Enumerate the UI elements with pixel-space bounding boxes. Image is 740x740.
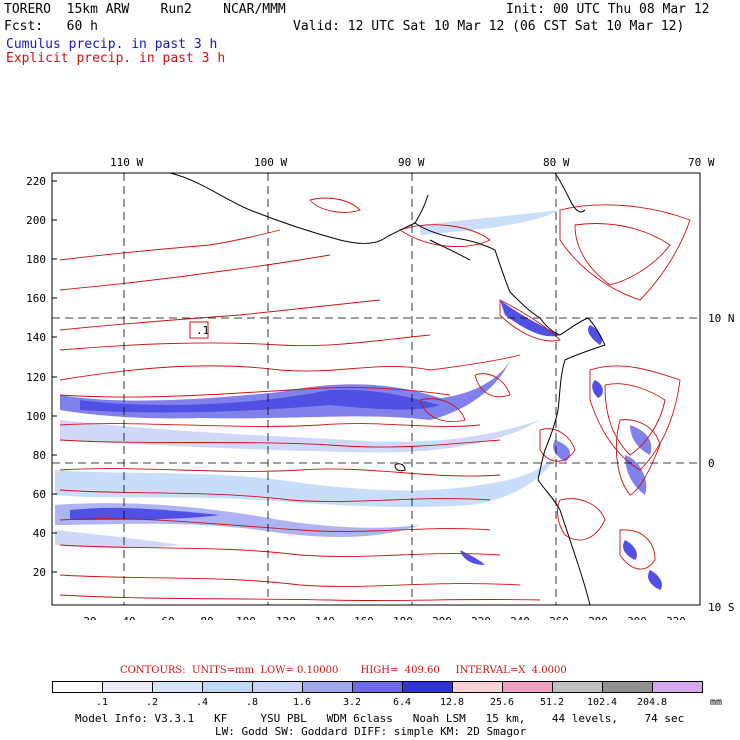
lon-label: 100 W [254,156,287,169]
colorbar-swatch [452,681,503,693]
latitude-labels: 10 N 0 10 S [708,312,735,614]
cumulus-precip-field [55,210,662,590]
lon-label: 90 W [398,156,425,169]
colorbar-swatch [302,681,353,693]
x-label: 180 [393,615,413,620]
x-label: 240 [510,615,530,620]
x-label: 100 [236,615,256,620]
colorbar-swatch [352,681,403,693]
model-info-line1: Model Info: V3.3.1 KF YSU PBL WDM 6class… [75,712,685,725]
y-label: 20 [33,566,46,579]
y-label: 60 [33,488,46,501]
colorbar-level-label: .1 [95,697,109,708]
x-label: 200 [432,615,452,620]
colorbar-level-label: 204.8 [636,697,668,708]
y-label: 220 [26,175,46,188]
model-title: TORERO 15km ARW Run2 NCAR/MMM [4,2,286,17]
colorbar-swatch [652,681,703,693]
colorbar-level-label: .8 [245,697,259,708]
valid-time: Valid: 12 UTC Sat 10 Mar 12 (06 CST Sat … [293,19,685,34]
x-label: 300 [627,615,647,620]
colorbar-level-label: .2 [145,697,159,708]
colorbar-swatch [402,681,453,693]
contour-info: CONTOURS: UNITS=mm LOW= 0.10000 HIGH= 40… [120,665,567,676]
x-label: 20 [83,615,96,620]
colorbar-level-label: 51.2 [539,697,565,708]
y-axis-ticks [52,180,57,573]
colorbar-swatch [502,681,553,693]
y-label: 40 [33,527,46,540]
colorbar-swatch [52,681,103,693]
init-time: Init: 00 UTC Thu 08 Mar 12 [506,2,710,17]
y-label: 200 [26,214,46,227]
colorbar-unit: mm [709,697,723,708]
x-axis-labels: 20 40 60 80 100 120 140 160 180 200 220 … [83,615,686,620]
lat-lon-grid [52,173,700,605]
colorbar-swatch [152,681,203,693]
colorbar-level-label: .4 [195,697,209,708]
colorbar-swatch [252,681,303,693]
colorbar-level-label: 1.6 [292,697,312,708]
colorbar-swatch [602,681,653,693]
y-label: 140 [26,331,46,344]
forecast-hour: Fcst: 60 h [4,19,98,34]
x-label: 120 [276,615,296,620]
contour-marker-label: .1 [196,324,209,337]
colorbar-swatch [102,681,153,693]
colorbar-swatch [202,681,253,693]
cumulus-legend-label: Cumulus precip. in past 3 h [6,37,218,52]
lon-label: 110 W [110,156,143,169]
model-info-line2: LW: Godd SW: Goddard DIFF: simple KM: 2D… [215,725,527,738]
longitude-labels: 110 W 100 W 90 W 80 W 70 W [110,156,715,169]
x-label: 280 [588,615,608,620]
y-axis-labels: 220 200 180 160 140 120 100 80 60 40 20 [26,175,46,579]
colorbar-level-label: 6.4 [392,697,412,708]
y-label: 160 [26,292,46,305]
colorbar-level-label: 102.4 [586,697,618,708]
x-label: 80 [200,615,213,620]
coastline [169,172,606,606]
colorbar-level-label: 12.8 [439,697,465,708]
y-label: 120 [26,371,46,384]
x-label: 40 [122,615,135,620]
x-label: 140 [315,615,335,620]
colorbar-level-label: 25.6 [489,697,515,708]
lat-label: 0 [708,457,715,470]
x-label: 220 [471,615,491,620]
lon-label: 80 W [543,156,570,169]
lat-label: 10 S [708,601,735,614]
x-label: 260 [549,615,569,620]
y-label: 80 [33,449,46,462]
colorbar-level-label: 3.2 [342,697,362,708]
x-label: 320 [666,615,686,620]
colorbar-swatch [552,681,603,693]
y-label: 180 [26,253,46,266]
explicit-legend-label: Explicit precip. in past 3 h [6,51,226,66]
x-label: 60 [161,615,174,620]
lat-label: 10 N [708,312,735,325]
map-frame [51,172,701,606]
explicit-precip-contours [59,197,691,602]
lon-label: 70 W [688,156,715,169]
y-label: 100 [26,410,46,423]
x-label: 160 [354,615,374,620]
precip-map: 110 W 100 W 90 W 80 W 70 W [26,156,735,620]
